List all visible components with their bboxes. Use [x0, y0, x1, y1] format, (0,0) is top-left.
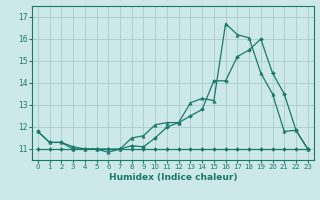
X-axis label: Humidex (Indice chaleur): Humidex (Indice chaleur) [108, 173, 237, 182]
